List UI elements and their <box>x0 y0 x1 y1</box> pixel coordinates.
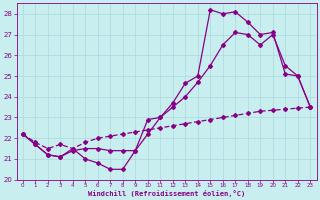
X-axis label: Windchill (Refroidissement éolien,°C): Windchill (Refroidissement éolien,°C) <box>88 190 245 197</box>
